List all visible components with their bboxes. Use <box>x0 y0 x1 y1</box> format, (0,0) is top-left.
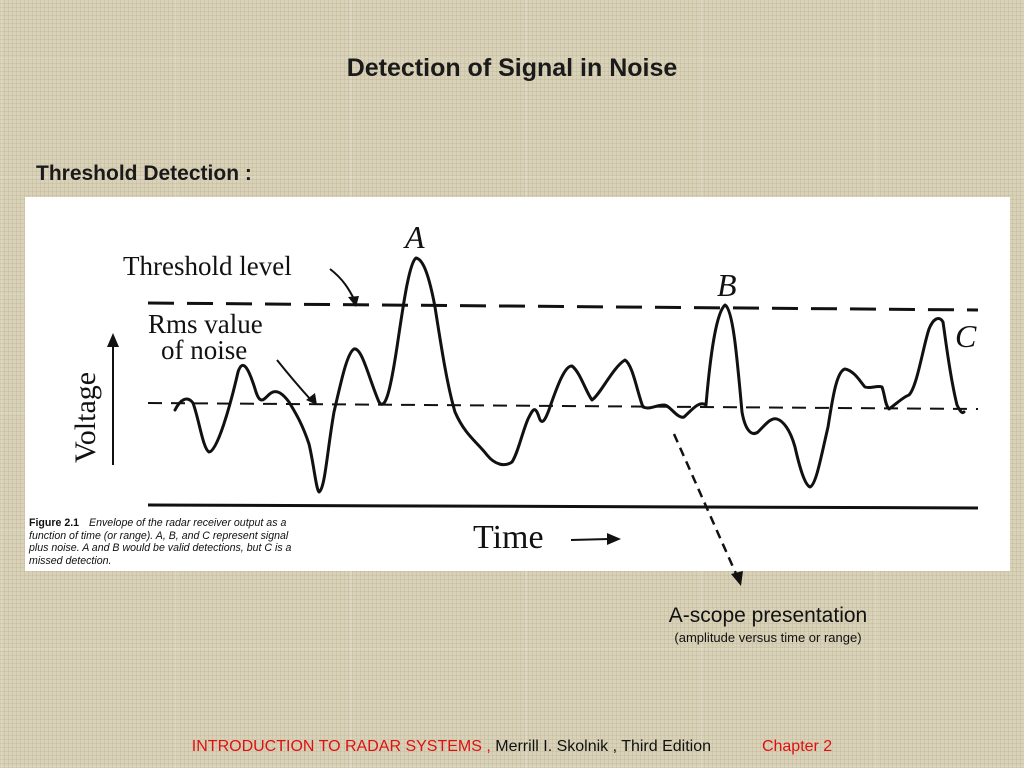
time-axis-arrow <box>570 538 610 541</box>
peak-c-label: C <box>955 318 977 354</box>
rms-label-line2: of noise <box>161 335 247 365</box>
footer-book-title: INTRODUCTION TO RADAR SYSTEMS , <box>191 738 491 755</box>
annotation-arrow-head-icon <box>731 571 743 586</box>
annotation-title: A-scope presentation <box>668 604 868 627</box>
footer: INTRODUCTION TO RADAR SYSTEMS , Merrill … <box>0 738 1024 756</box>
envelope-waveform <box>173 256 966 494</box>
annotation-subtitle: (amplitude versus time or range) <box>674 630 862 645</box>
peak-a-label: A <box>403 219 425 255</box>
envelope-diagram: Threshold level Rms value of noise Volta… <box>69 219 979 556</box>
footer-chapter: Chapter 2 <box>761 738 833 755</box>
figure-number: Figure 2.1 <box>29 517 80 529</box>
time-axis-label: Time <box>473 519 544 556</box>
voltage-axis-arrow-head-icon <box>107 333 119 347</box>
time-axis-arrow-head-icon <box>607 533 621 545</box>
rms-label-line1: Rms value <box>148 309 263 339</box>
rms-pointer <box>276 359 312 401</box>
rms-pointer-head-icon <box>306 393 317 405</box>
section-heading: Threshold Detection : <box>36 162 252 185</box>
voltage-axis-label: Voltage <box>69 372 102 463</box>
threshold-pointer-head-icon <box>348 296 359 307</box>
peak-b-label: B <box>717 267 737 303</box>
footer-author: Merrill I. Skolnik , Third Edition <box>495 738 712 755</box>
figure-caption-text: Envelope of the radar receiver output as… <box>29 517 292 567</box>
rms-noise-line <box>147 402 979 410</box>
slide-title: Detection of Signal in Noise <box>346 54 678 82</box>
figure-caption: Figure 2.1 Envelope of the radar receiver… <box>29 517 309 567</box>
baseline <box>147 503 979 510</box>
figure-panel: Threshold level Rms value of noise Volta… <box>25 197 1010 571</box>
threshold-line <box>147 301 979 312</box>
threshold-label: Threshold level <box>123 251 292 281</box>
